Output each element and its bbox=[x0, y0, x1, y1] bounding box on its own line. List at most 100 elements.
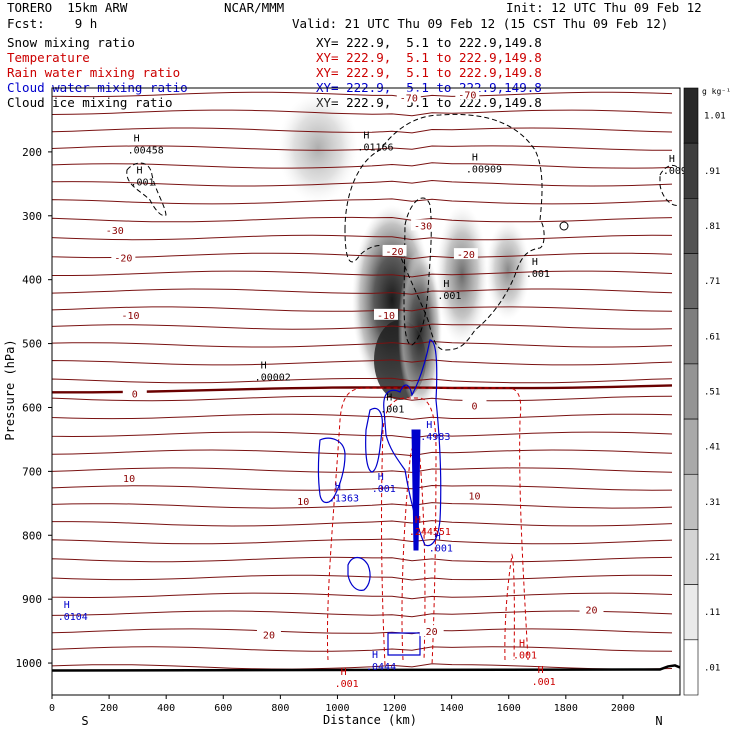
temperature-labels: -70 -70 -30 -30 -20 -20 -20 -10 -10 0 0 10 10 10 20 20 2… bbox=[102, 88, 604, 641]
colorbar-swatch bbox=[683, 363, 699, 420]
temp-label-bg bbox=[117, 471, 142, 483]
isotherm-line bbox=[52, 538, 673, 545]
maximum-value: .01166 bbox=[357, 142, 393, 153]
temperature-label: -20 bbox=[457, 250, 475, 261]
temperature-label: 10 bbox=[468, 492, 480, 503]
temperature-label: -30 bbox=[414, 221, 432, 232]
x-tick-label: 600 bbox=[214, 703, 232, 714]
temp-label-bg bbox=[455, 88, 480, 100]
colorbar-swatch bbox=[683, 87, 699, 144]
maximum-marker-h: H bbox=[435, 532, 441, 543]
rain-contour-inner bbox=[381, 397, 437, 666]
colorbar-label: 1.01 bbox=[704, 112, 726, 122]
colorbar-label: .11 bbox=[704, 608, 720, 618]
maximum-value: .001 bbox=[526, 269, 550, 280]
temp-label-bg bbox=[118, 308, 143, 320]
center-title: NCAR/MMM bbox=[224, 0, 285, 15]
maximum-marker-h: H bbox=[669, 154, 675, 165]
y-tick-label: 500 bbox=[22, 338, 42, 351]
maximum-value: .001 bbox=[429, 544, 453, 555]
maximum-value: .00909 bbox=[466, 165, 502, 176]
temperature-label: 10 bbox=[297, 497, 309, 508]
isotherm-line bbox=[52, 395, 673, 402]
field-xy-snow: XY= 222.9, 5.1 to 222.9,149.8 bbox=[316, 35, 542, 50]
y-tick-label: 800 bbox=[22, 529, 42, 542]
temperature-label: 10 bbox=[123, 474, 135, 485]
temperature-label: -70 bbox=[400, 94, 418, 105]
colorbar-swatch bbox=[683, 639, 699, 696]
maximum-value: .0098 bbox=[663, 166, 693, 177]
isotherm-line bbox=[52, 109, 673, 117]
temp-label-bg bbox=[122, 387, 147, 399]
temperature-label: 0 bbox=[471, 402, 477, 413]
maximum-marker-h: H bbox=[426, 420, 432, 431]
x-tick-label: 400 bbox=[157, 703, 175, 714]
isotherm-line bbox=[52, 610, 673, 618]
y-tick-label: 1000 bbox=[16, 657, 43, 670]
maximum-marker-h: H bbox=[134, 134, 140, 145]
x-tick-label: 2000 bbox=[611, 703, 635, 714]
rain-contour-outer bbox=[326, 387, 529, 661]
snow-contour-main bbox=[344, 113, 545, 351]
maximum-marker-h: H bbox=[443, 279, 449, 290]
snow-contour-dot bbox=[559, 221, 569, 231]
maximum-marker-h: H bbox=[472, 153, 478, 164]
distance-axis: 0 200 400 600 800 1000 1200 1400 1600 1800 2000 bbox=[49, 695, 635, 714]
isotherm-line bbox=[52, 306, 673, 312]
isotherm-line bbox=[52, 359, 673, 366]
north-endpoint-label: N bbox=[655, 714, 662, 728]
colorbar-label: .81 bbox=[704, 222, 720, 232]
maximum-marker-h: H bbox=[386, 392, 392, 403]
isotherm-line bbox=[52, 484, 673, 491]
maximum-marker-h: H bbox=[519, 638, 525, 649]
south-endpoint-label: S bbox=[81, 714, 88, 728]
contour-maxima-labels: H.00458H.001H.01166H.00909H.001H.001H.00… bbox=[58, 130, 693, 690]
field-label-temperature: Temperature bbox=[7, 50, 90, 65]
temp-label-bg bbox=[579, 603, 604, 615]
maximum-marker-h: H bbox=[532, 257, 538, 268]
maximum-value: .00002 bbox=[255, 372, 291, 383]
temperature-isotherms bbox=[52, 91, 673, 670]
x-tick-label: 1800 bbox=[554, 703, 578, 714]
isotherm-line bbox=[52, 127, 673, 134]
temp-label-bg bbox=[419, 625, 444, 637]
maximum-value: .4983 bbox=[420, 432, 450, 443]
temp-label-bg bbox=[411, 219, 436, 231]
temperature-label: -30 bbox=[106, 226, 124, 237]
snow-contour-inner bbox=[403, 197, 432, 346]
y-tick-label: 600 bbox=[22, 401, 42, 414]
model-title: TORERO 15km ARW bbox=[7, 0, 128, 15]
y-tick-label: 900 bbox=[22, 593, 42, 606]
temp-label-bg bbox=[256, 628, 281, 640]
temperature-label: -20 bbox=[114, 253, 132, 264]
temp-label-bg bbox=[291, 494, 316, 506]
maximum-value: .244551 bbox=[409, 527, 451, 538]
isotherm-line bbox=[52, 449, 673, 457]
isotherm-line bbox=[52, 520, 673, 527]
cloud-contour-column bbox=[411, 429, 421, 551]
colorbar-label: .51 bbox=[704, 388, 720, 398]
colorbar-label: .31 bbox=[704, 498, 720, 508]
maximum-value: .001 bbox=[532, 677, 556, 688]
field-label-snow: Snow mixing ratio bbox=[7, 35, 135, 50]
isotherm-line bbox=[52, 288, 673, 295]
maximum-marker-h: H bbox=[137, 165, 143, 176]
colorbar-label: .01 bbox=[704, 663, 720, 673]
colorbar-unit: g kg⁻¹ bbox=[702, 87, 731, 96]
maximum-value: .001 bbox=[131, 177, 155, 188]
maximum-marker-h: H bbox=[415, 515, 421, 526]
temp-label-bg bbox=[111, 251, 136, 263]
isotherm-line bbox=[52, 323, 673, 330]
colorbar-swatch bbox=[683, 308, 699, 365]
maximum-marker-h: H bbox=[363, 130, 369, 141]
maximum-marker-h: H bbox=[341, 667, 347, 678]
mixing-ratio-contours bbox=[126, 113, 680, 666]
temp-label-bg bbox=[396, 91, 421, 103]
isotherm-line bbox=[52, 270, 673, 278]
isotherm-line bbox=[52, 502, 673, 509]
cloud-contour-base bbox=[387, 632, 421, 656]
snow-contour-right bbox=[659, 164, 680, 207]
y-tick-label: 300 bbox=[22, 210, 42, 223]
maximum-marker-h: H bbox=[372, 650, 378, 661]
